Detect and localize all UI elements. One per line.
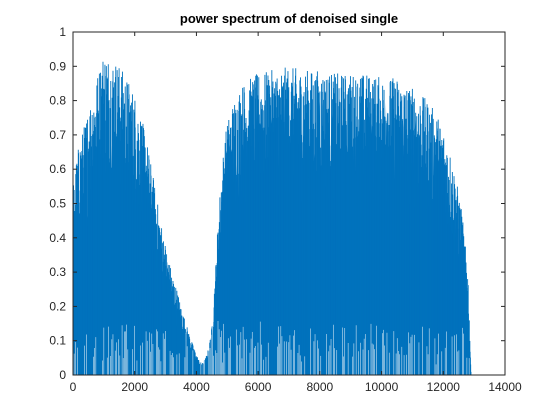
x-tick-label: 14000 bbox=[488, 380, 522, 394]
x-tick-label: 12000 bbox=[427, 380, 461, 394]
y-tick-label: 0.4 bbox=[49, 231, 66, 245]
y-tick-label: 0.3 bbox=[49, 265, 66, 279]
x-tick-label: 8000 bbox=[307, 380, 334, 394]
y-tick-label: 1 bbox=[59, 25, 66, 39]
x-tick-label: 6000 bbox=[245, 380, 272, 394]
y-tick-label: 0 bbox=[59, 368, 66, 382]
chart-title: power spectrum of denoised single bbox=[180, 11, 398, 26]
x-tick-label: 4000 bbox=[183, 380, 210, 394]
x-tick-label: 2000 bbox=[121, 380, 148, 394]
y-tick-label: 0.7 bbox=[49, 128, 66, 142]
x-tick-label: 0 bbox=[70, 380, 77, 394]
y-tick-label: 0.2 bbox=[49, 299, 66, 313]
y-tick-label: 0.8 bbox=[49, 94, 66, 108]
y-tick-label: 0.1 bbox=[49, 334, 66, 348]
y-tick-label: 0.5 bbox=[49, 197, 66, 211]
axes: 0 2000 4000 6000 8000 10000 12000 14000 0 0.1 0.2 0… bbox=[49, 25, 522, 394]
y-tick-label: 0.9 bbox=[49, 59, 66, 73]
y-tick-label: 0.6 bbox=[49, 162, 66, 176]
x-tick-label: 10000 bbox=[365, 380, 399, 394]
spectrum-bars bbox=[72, 61, 472, 376]
